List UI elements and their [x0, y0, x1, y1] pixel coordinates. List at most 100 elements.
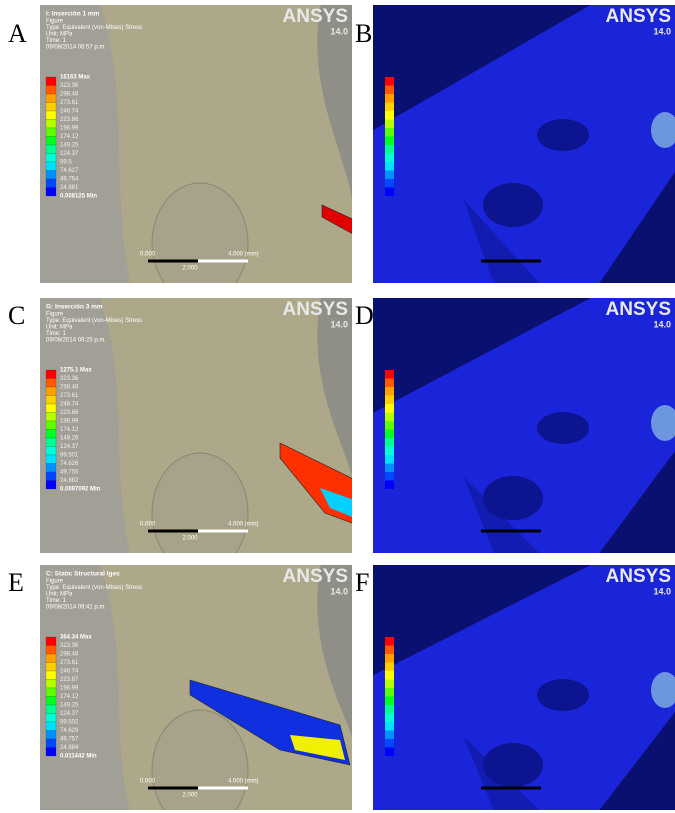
legend-band [385, 379, 394, 388]
legend-band [385, 705, 394, 714]
legend-band [385, 438, 394, 447]
legend-band [46, 438, 56, 447]
legend-label: 99.501 [60, 453, 79, 459]
legend-band [385, 671, 394, 680]
legend-band [46, 731, 56, 740]
legend-band [46, 103, 56, 112]
hole [537, 412, 589, 444]
legend-band [385, 447, 394, 456]
legend-label: 74.629 [60, 728, 79, 734]
scale-label: 0.000 [140, 522, 156, 528]
legend-label: 24.884 [60, 745, 79, 751]
logo: ANSYS [606, 566, 671, 587]
legend-label: 198.99 [60, 419, 79, 425]
legend-band [385, 179, 394, 188]
logo: ANSYS [606, 299, 671, 320]
legend-band [46, 671, 56, 680]
legend-band [46, 705, 56, 714]
legend-band [46, 748, 56, 757]
legend-band [385, 481, 394, 490]
legend-label: 149.25 [60, 143, 79, 149]
legend-label: 99.5 [60, 160, 72, 166]
version: 14.0 [330, 586, 348, 596]
legend-label: 298.48 [60, 652, 79, 658]
legend-band [385, 663, 394, 672]
legend-label: 24.882 [60, 478, 79, 484]
view-title: I: Inserción 1 mm [46, 11, 100, 18]
legend-label: 0.011442 Min [60, 754, 97, 760]
legend-label: 298.48 [60, 92, 79, 98]
version: 14.0 [653, 319, 671, 329]
legend-band [46, 680, 56, 689]
logo: ANSYS [283, 299, 348, 320]
hole [483, 183, 543, 227]
logo: ANSYS [283, 566, 348, 587]
legend-band [46, 688, 56, 697]
legend-band [46, 77, 56, 86]
legend-band [385, 739, 394, 748]
legend-band [385, 413, 394, 422]
legend-band [46, 654, 56, 663]
scale-label: 4.000 (mm) [228, 779, 259, 785]
legend-band [46, 137, 56, 146]
legend-label: 223.87 [60, 677, 79, 683]
legend-label: 248.74 [60, 402, 79, 408]
legend-band [46, 421, 56, 430]
legend-label: 323.36 [60, 643, 79, 649]
legend-band [46, 404, 56, 413]
legend-band [46, 447, 56, 456]
view-info: 09/08/2014 08:57 p.m. [46, 45, 106, 51]
legend-label: 0.0097092 Min [60, 487, 101, 493]
legend-band [385, 120, 394, 129]
legend-band [46, 430, 56, 439]
panel: C: Static Structural IgesFigureType: Equ… [40, 565, 352, 813]
legend-band [385, 94, 394, 103]
legend-band [46, 481, 56, 490]
scene: C: Static Structural IgesFigureType: Equ… [40, 565, 352, 813]
legend-band [385, 455, 394, 464]
legend-label: 323.36 [60, 376, 79, 382]
hole [483, 743, 543, 787]
logo: ANSYS [606, 6, 671, 27]
scale-bar-black [148, 787, 198, 790]
legend-band [46, 413, 56, 422]
legend-band [46, 663, 56, 672]
legend-label: 24.881 [60, 185, 79, 191]
version: 14.0 [330, 26, 348, 36]
legend-band [46, 472, 56, 481]
hole [537, 679, 589, 711]
hole [483, 476, 543, 520]
legend-band [385, 731, 394, 740]
legend-label: 248.74 [60, 669, 79, 675]
legend-band [385, 145, 394, 154]
legend-band [46, 455, 56, 464]
view-info: Time: 1 [46, 38, 66, 44]
legend-band [385, 162, 394, 171]
legend-band [385, 637, 394, 646]
scale-label: 0.000 [140, 252, 156, 258]
panel-letter: B [355, 19, 372, 48]
view-info: 09/08/2014 09:41 p.m. [46, 605, 106, 611]
legend-label: 364.34 Max [60, 635, 92, 641]
legend-label: 1275.1 Max [60, 368, 92, 374]
legend-label: 49.754 [60, 177, 79, 183]
legend-label: 174.12 [60, 427, 79, 433]
legend-band [385, 748, 394, 757]
legend-band [385, 396, 394, 405]
legend-band [46, 94, 56, 103]
logo: ANSYS [283, 6, 348, 27]
view-info: Figure [46, 19, 64, 25]
legend-band [46, 714, 56, 723]
legend-band [46, 171, 56, 180]
legend-label: 124.37 [60, 711, 79, 717]
panel-letter: D [355, 301, 374, 330]
legend-band [385, 404, 394, 413]
legend-band [46, 162, 56, 171]
legend-label: 223.86 [60, 117, 79, 123]
legend-band [385, 137, 394, 146]
legend-label: 16163 Max [60, 75, 91, 81]
legend-band [385, 688, 394, 697]
